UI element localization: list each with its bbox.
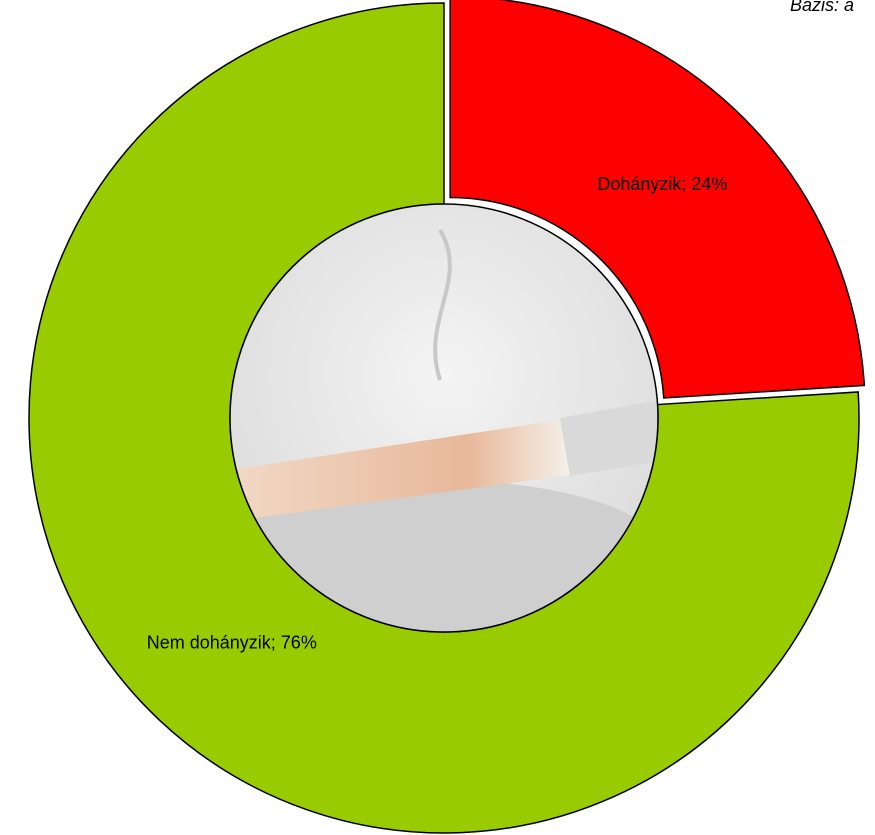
- inner-border: [229, 203, 659, 633]
- data-label: Dohányzik; 24%: [597, 174, 727, 194]
- slice: [449, 0, 866, 399]
- subtitle: Bázis: a: [790, 0, 854, 15]
- data-label: Nem dohányzik; 76%: [147, 633, 317, 653]
